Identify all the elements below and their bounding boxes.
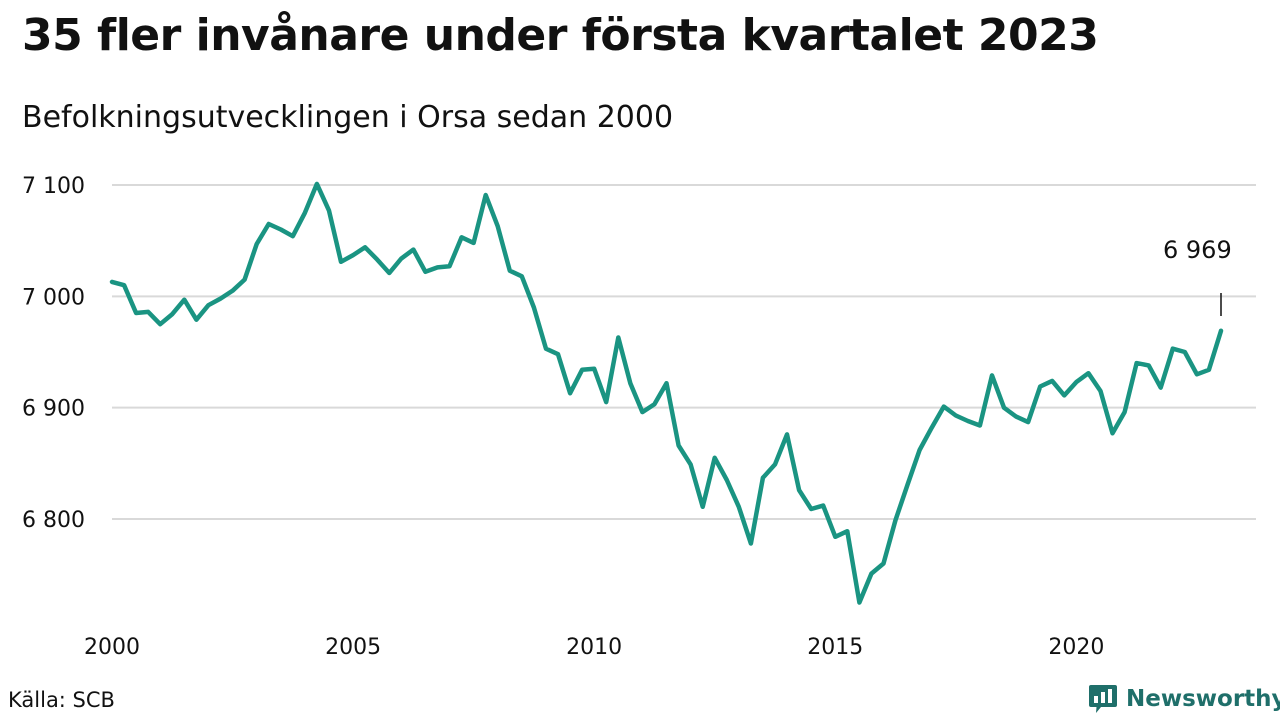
y-axis: 6 800 6 900 7 000 7 100 [22,174,85,533]
chart-title: 35 fler invånare under första kvartalet … [22,10,1099,61]
series-group [109,181,1224,605]
x-tick-label: 2020 [1048,635,1104,660]
x-tick-label: 2000 [84,635,140,660]
last-value-annotation: 6 969 [1163,236,1232,316]
grid-lines [112,184,1256,520]
x-tick-label: 2015 [807,635,863,660]
x-tick-label: 2010 [566,635,622,660]
chart-subtitle: Befolkningsutvecklingen i Orsa sedan 200… [22,100,674,135]
y-tick-label: 7 000 [22,285,85,310]
y-tick-label: 6 800 [22,508,85,533]
series-line-0 [109,181,1224,605]
newsworthy-icon [1089,685,1117,713]
annotation-label: 6 969 [1163,236,1232,264]
source-note: Källa: SCB [8,688,115,712]
x-tick-label: 2005 [325,635,381,660]
x-axis: 2000 2005 2010 2015 2020 [84,635,1104,660]
y-tick-label: 6 900 [22,397,85,422]
newsworthy-logo: Newsworthy [1088,683,1280,715]
y-tick-label: 7 100 [22,174,85,199]
brand-name: Newsworthy [1126,686,1280,712]
